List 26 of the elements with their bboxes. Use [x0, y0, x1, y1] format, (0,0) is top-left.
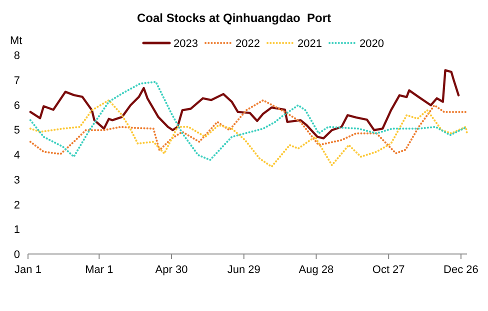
y-tick-label: 8	[14, 50, 20, 62]
chart-title: Coal Stocks at Qinhuangdao Port	[136, 11, 332, 25]
x-tick-label: Jun 29	[227, 264, 260, 276]
x-tick-label: Aug 28	[298, 264, 334, 276]
line-series	[29, 69, 460, 140]
y-tick-label: 6	[14, 100, 20, 112]
legend-label: 2021	[298, 38, 322, 50]
x-tick-label: Dec 26	[444, 264, 478, 276]
x-tick-label: Oct 27	[372, 264, 405, 276]
y-tick-label: 2	[14, 199, 20, 212]
line-series	[29, 99, 468, 168]
y-tick-label: 1	[14, 224, 20, 236]
legend-label: 2020	[360, 38, 384, 50]
y-tick-label: 7	[14, 74, 20, 87]
y-tick-label: 0	[14, 249, 20, 261]
x-tick-label: Jan 1	[14, 264, 42, 276]
legend-label: 2022	[236, 38, 260, 50]
y-tick-label: 5	[14, 124, 20, 137]
y-axis-title: Mt	[10, 35, 22, 47]
y-tick-label: 4	[14, 150, 20, 162]
legend-label: 2023	[174, 38, 198, 50]
x-tick-label: Mar 1	[85, 264, 114, 276]
y-tick-label: 3	[14, 174, 20, 186]
x-tick-label: Apr 30	[155, 264, 188, 276]
line-series	[29, 99, 468, 156]
line-series	[29, 80, 468, 161]
